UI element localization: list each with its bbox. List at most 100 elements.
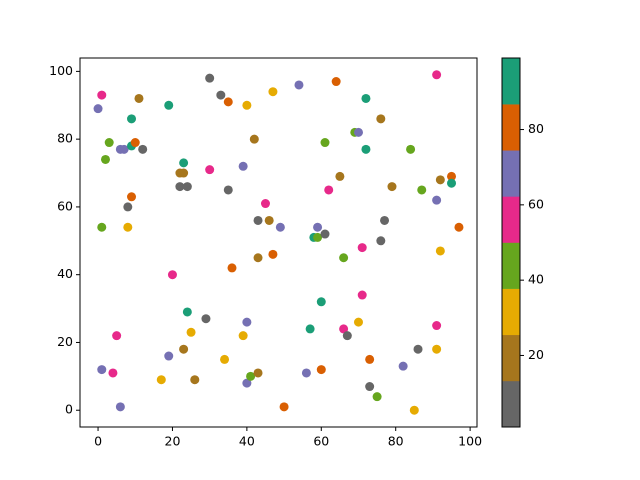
point (447, 171, 457, 181)
point (406, 144, 416, 154)
point (253, 253, 263, 263)
y-tick-label: 80 (57, 131, 73, 146)
point (134, 93, 144, 103)
point (305, 324, 315, 334)
axes-frame (79, 57, 478, 428)
point (398, 361, 408, 371)
point (353, 127, 363, 137)
point (313, 232, 323, 242)
point (175, 182, 185, 192)
point (279, 402, 289, 412)
point (104, 138, 114, 148)
point (417, 185, 427, 195)
x-tick-label: 60 (313, 434, 329, 449)
point (119, 144, 129, 154)
point (182, 182, 192, 192)
colorbar-segment (502, 58, 520, 105)
point (335, 171, 345, 181)
x-tick-label: 0 (94, 434, 102, 449)
point (253, 215, 263, 225)
point (301, 368, 311, 378)
point (275, 222, 285, 232)
point (97, 222, 107, 232)
point (190, 375, 200, 385)
colorbar-segment (502, 104, 520, 151)
point (324, 185, 334, 195)
point (454, 222, 464, 232)
colorbar-tick-label: 80 (528, 121, 544, 136)
y-tick-label: 0 (65, 402, 73, 417)
point (205, 73, 215, 83)
point (246, 371, 256, 381)
point (432, 195, 442, 205)
colorbar-segment (502, 150, 520, 197)
point (361, 93, 371, 103)
point (108, 368, 118, 378)
point (353, 317, 363, 327)
point (112, 331, 122, 341)
point (164, 351, 174, 361)
x-tick-label: 40 (239, 434, 255, 449)
point (435, 246, 445, 256)
point (97, 365, 107, 375)
point (432, 70, 442, 80)
point (294, 80, 304, 90)
point (242, 100, 252, 110)
point (167, 270, 177, 280)
point (268, 87, 278, 97)
y-tick-label: 100 (49, 63, 73, 78)
colorbar-segment (502, 380, 520, 428)
colorbar-frame (501, 57, 521, 428)
point (216, 90, 226, 100)
point (93, 104, 103, 114)
point (220, 354, 230, 364)
point (409, 405, 419, 415)
point (387, 182, 397, 192)
point (253, 368, 263, 378)
colorbar (502, 58, 520, 428)
point (268, 249, 278, 259)
point (376, 236, 386, 246)
colorbar-segment (502, 288, 520, 336)
point (357, 243, 367, 253)
y-tick-label: 20 (57, 334, 73, 349)
x-tick-label: 100 (458, 434, 482, 449)
point (435, 175, 445, 185)
x-tick-label: 20 (165, 434, 181, 449)
point (156, 375, 166, 385)
point (130, 138, 140, 148)
point (365, 382, 375, 392)
point (342, 331, 352, 341)
point (316, 365, 326, 375)
x-tick-label: 80 (388, 434, 404, 449)
y-tick-label: 40 (57, 266, 73, 281)
point (127, 114, 137, 124)
point (186, 327, 196, 337)
point (238, 161, 248, 171)
point (182, 307, 192, 317)
point (179, 344, 189, 354)
point (361, 144, 371, 154)
point (201, 314, 211, 324)
point (123, 202, 133, 212)
point (432, 344, 442, 354)
point (123, 222, 133, 232)
point (339, 324, 349, 334)
point (320, 138, 330, 148)
point (320, 229, 330, 239)
point (100, 154, 110, 164)
point (205, 165, 215, 175)
point (372, 392, 382, 402)
point (313, 222, 323, 232)
colorbar-segment (502, 242, 520, 289)
point (164, 100, 174, 110)
point (376, 114, 386, 124)
point (242, 378, 252, 388)
colorbar-segment (502, 196, 520, 243)
point (447, 178, 457, 188)
point (223, 185, 233, 195)
point (115, 402, 125, 412)
point (179, 168, 189, 178)
y-tick-label: 60 (57, 198, 73, 213)
